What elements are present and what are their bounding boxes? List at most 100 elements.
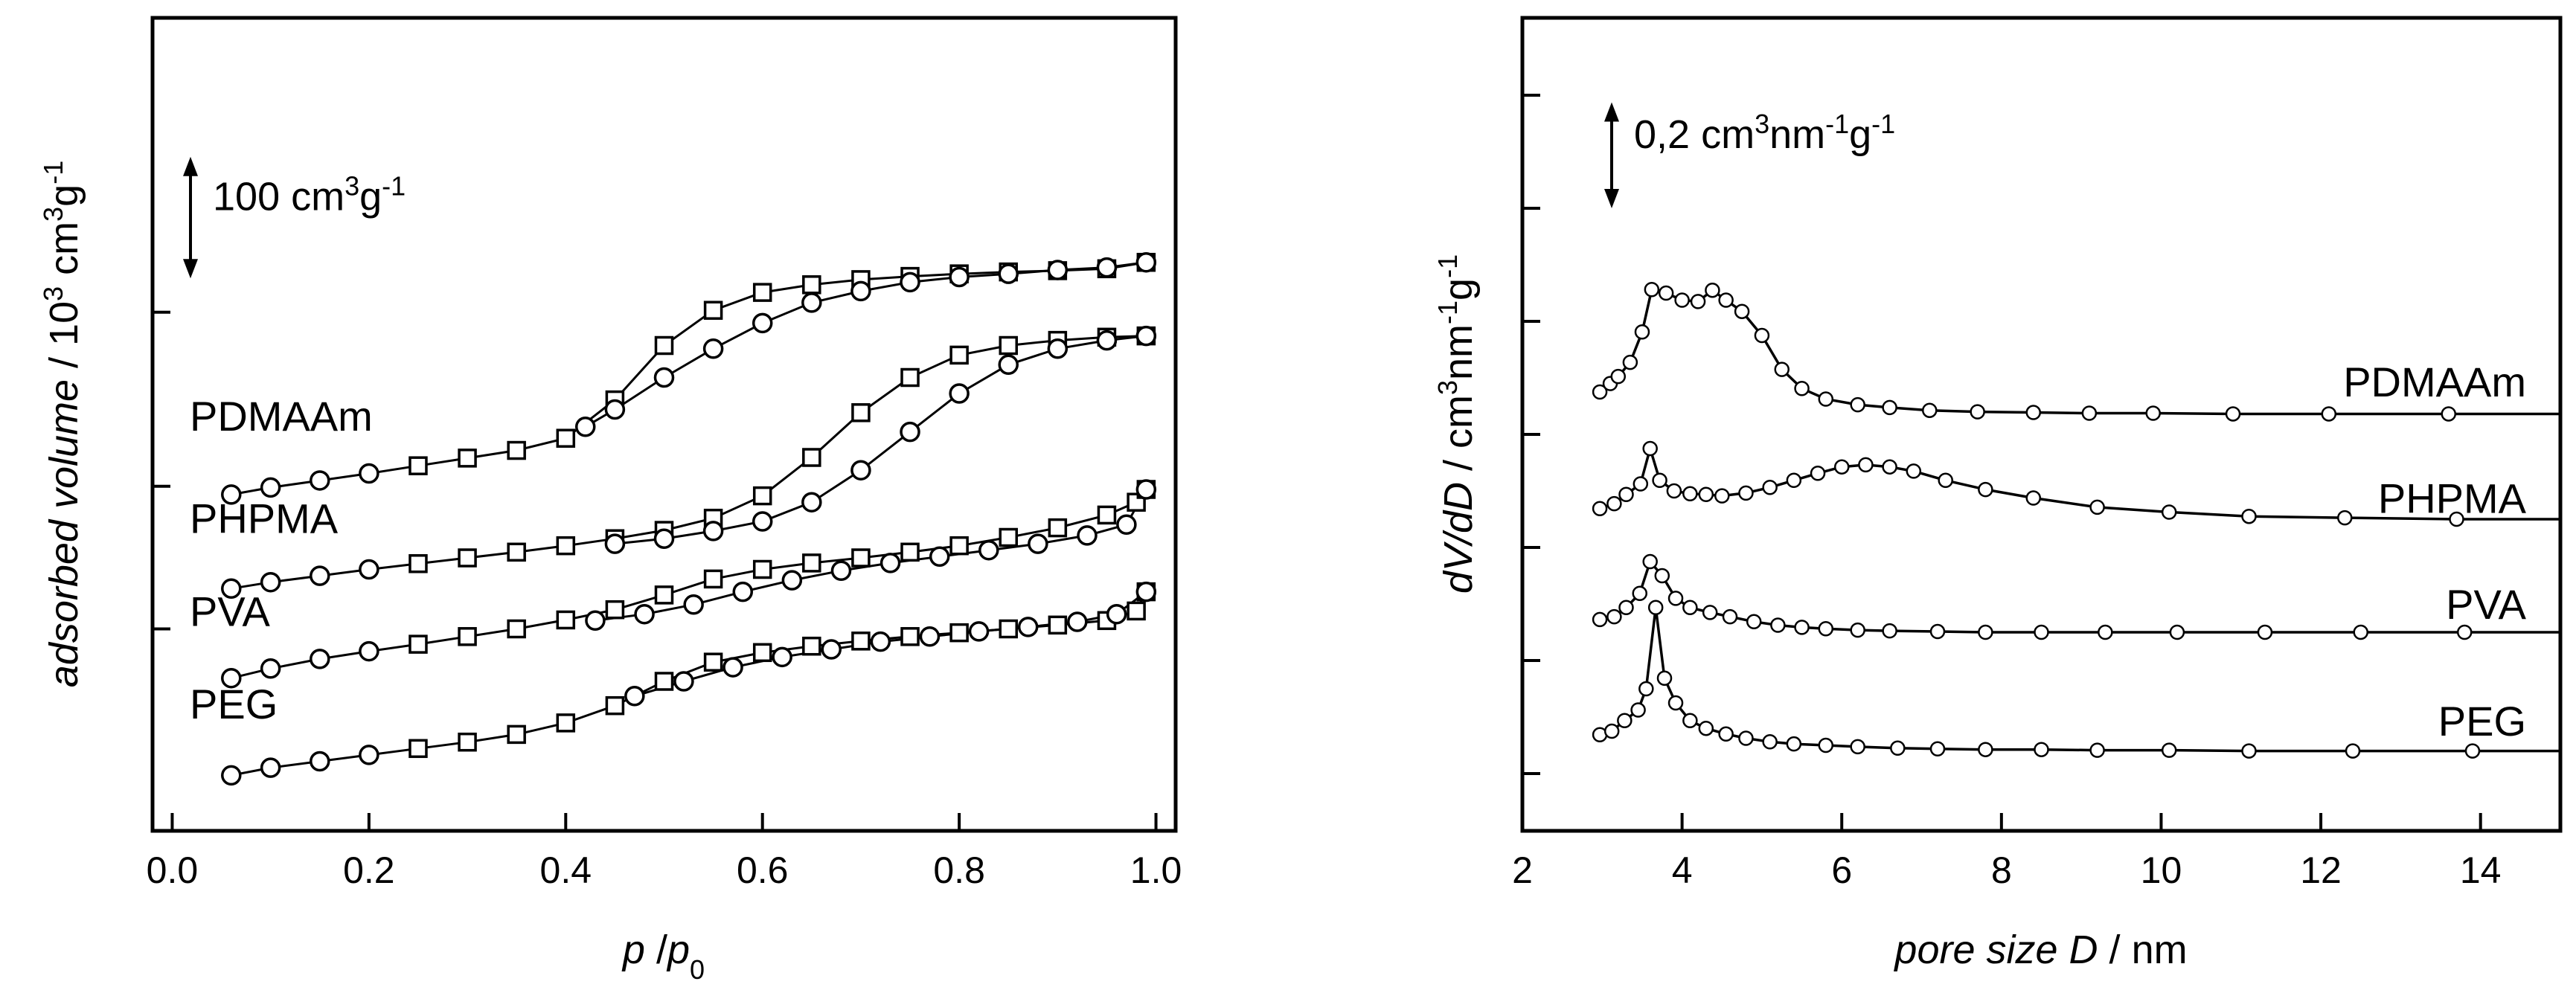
- series-label-peg: PEG: [2438, 698, 2526, 745]
- psd-point: [2081, 405, 2098, 421]
- psd-point: [2169, 624, 2185, 640]
- psd-point: [1603, 723, 1620, 739]
- adsorption-point: [752, 559, 772, 579]
- desorption-point: [801, 492, 822, 512]
- adsorption-point: [408, 456, 428, 475]
- psd-point: [2345, 743, 2361, 759]
- series-label-pva: PVA: [2446, 581, 2527, 628]
- adsorption-point: [654, 335, 674, 356]
- right-panel: 2 4 6 8 10 12 14 PDMAAm PHPMA PVA PEG 0,2 cm3nm-1…: [1432, 16, 2563, 972]
- psd-point: [1666, 483, 1682, 499]
- desorption-point: [821, 639, 842, 660]
- desorption-point: [1096, 330, 1118, 351]
- desorption-point: [929, 546, 950, 568]
- desorption-point: [574, 416, 596, 437]
- left-x-tick-label: 0.8: [933, 849, 985, 891]
- psd-point: [1667, 591, 1684, 606]
- psd-point: [2098, 624, 2113, 640]
- series-label-pdmaam: PDMAAm: [190, 393, 373, 440]
- psd-point: [2025, 490, 2042, 506]
- psd-point: [1978, 742, 1993, 757]
- psd-point: [1970, 404, 1985, 420]
- psd-point: [1810, 466, 1826, 481]
- adsorption-point: [851, 548, 871, 568]
- scale-bar-arrow-up-icon: [183, 156, 198, 176]
- right-x-tick-label: 14: [2460, 849, 2502, 891]
- right-x-tick-label: 10: [2141, 849, 2182, 891]
- adsorption-point: [851, 403, 871, 422]
- adsorption-point: [458, 627, 477, 646]
- adsorption-point: [408, 634, 428, 654]
- psd-point: [1606, 495, 1622, 512]
- desorption-point: [723, 657, 743, 678]
- right-y-axis-title: dV/dD / cm3nm-1g-1: [1432, 254, 1481, 594]
- desorption-point: [850, 280, 871, 302]
- psd-point: [1794, 620, 1810, 635]
- psd-point: [1634, 324, 1650, 340]
- psd-point: [2241, 508, 2257, 524]
- scale-bar-label: 100 cm3g-1: [213, 170, 406, 219]
- adsorption-point: [851, 632, 871, 651]
- desorption-point: [585, 610, 606, 632]
- psd-point: [1738, 730, 1754, 746]
- desorption-point: [634, 603, 655, 625]
- psd-point: [1698, 486, 1714, 502]
- psd-point: [1718, 726, 1734, 742]
- psd-point: [1592, 384, 1608, 400]
- adsorption-point: [408, 739, 428, 759]
- psd-point: [1858, 457, 1874, 473]
- adsorption-point: [1097, 505, 1117, 525]
- desorption-point: [830, 560, 852, 581]
- adsorption-point: [310, 470, 330, 491]
- adsorption-point: [310, 751, 330, 772]
- desorption-point: [702, 338, 724, 359]
- desorption-point: [1077, 525, 1098, 546]
- right-x-tick-label: 4: [1672, 849, 1693, 891]
- psd-point: [1774, 361, 1790, 377]
- right-scale-bar: 0,2 cm3nm-1g-1: [1604, 102, 1895, 208]
- adsorption-point: [556, 713, 576, 733]
- scale-bar-arrow-down-icon: [1604, 189, 1619, 208]
- psd-point: [1618, 600, 1634, 615]
- right-x-axis-title: pore size D / nm: [1893, 928, 2187, 972]
- left-x-tick-label: 0.4: [540, 849, 592, 891]
- psd-point: [1786, 736, 1802, 752]
- desorption-point: [1028, 533, 1048, 554]
- psd-point: [1702, 605, 1718, 620]
- adsorption-point: [949, 345, 969, 365]
- right-x-ticks: 2 4 6 8 10 12 14: [1512, 813, 2502, 891]
- psd-point: [1833, 459, 1850, 475]
- adsorption-point: [999, 527, 1018, 547]
- desorption-point: [683, 594, 704, 615]
- psd-point: [2456, 624, 2473, 640]
- desorption-point: [702, 521, 724, 542]
- left-series-pdmaam: [221, 251, 1157, 505]
- psd-point: [1850, 396, 1865, 413]
- right-series-pdmaam: [1592, 282, 2560, 422]
- psd-point: [1754, 327, 1770, 344]
- adsorption-point: [703, 569, 723, 589]
- adsorption-point: [359, 640, 379, 662]
- psd-point: [1906, 463, 1922, 479]
- psd-point: [1882, 623, 1897, 639]
- desorption-point: [968, 621, 990, 642]
- psd-point: [1617, 713, 1633, 728]
- psd-point: [1618, 486, 1634, 502]
- adsorption-point: [507, 619, 526, 639]
- adsorption-point: [752, 643, 772, 663]
- desorption-line: [615, 335, 1147, 545]
- series-label-phpma: PHPMA: [2378, 475, 2527, 522]
- psd-point: [1718, 292, 1734, 308]
- psd-point: [1642, 440, 1658, 457]
- psd-point: [2161, 742, 2177, 758]
- psd-point: [2089, 499, 2105, 515]
- psd-point: [1818, 737, 1834, 753]
- psd-point: [1652, 472, 1667, 488]
- adsorption-point: [900, 367, 920, 388]
- desorption-point: [1047, 260, 1068, 280]
- right-series-labels: PDMAAm PHPMA PVA PEG: [2343, 359, 2526, 745]
- adsorption-point: [1048, 518, 1068, 538]
- psd-point: [1722, 608, 1738, 625]
- psd-point: [1592, 501, 1608, 516]
- psd-point: [1850, 739, 1865, 755]
